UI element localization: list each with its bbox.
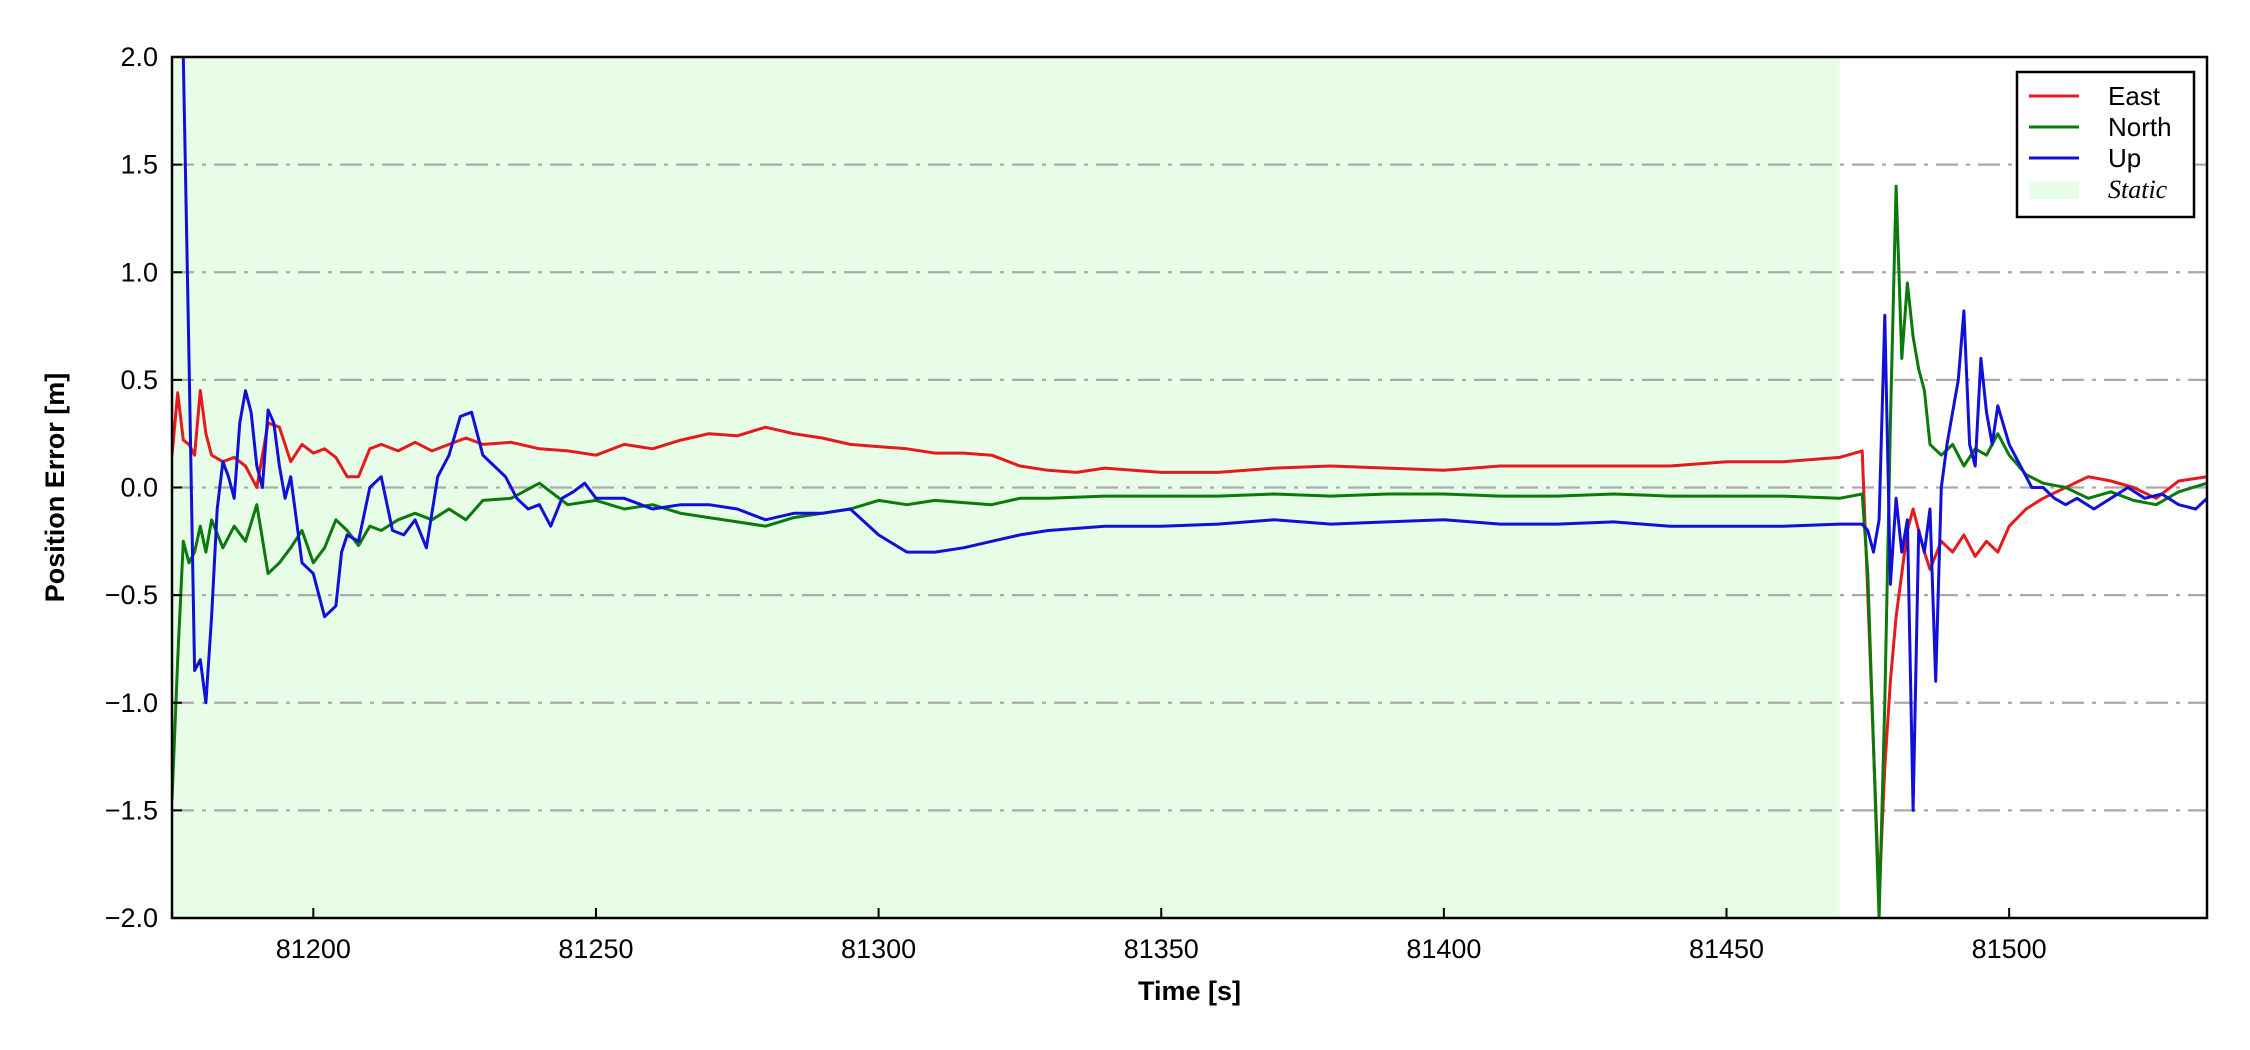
legend-entry-label: North: [2108, 112, 2172, 142]
series-line-up: [181, 57, 2207, 812]
y-tick-label: −0.5: [105, 580, 158, 610]
y-axis-title: Position Error [m]: [40, 373, 70, 603]
series-line-east: [172, 389, 2207, 898]
legend-entry-label: East: [2108, 81, 2161, 111]
x-tick-label: 81350: [1124, 934, 1199, 964]
x-tick-label: 81300: [841, 934, 916, 964]
series-line-north: [172, 184, 2207, 918]
legend-entry-label: Static: [2108, 175, 2168, 204]
y-tick-label: −1.5: [105, 795, 158, 825]
x-tick-label: 81250: [558, 934, 633, 964]
y-tick-label: 2.0: [120, 42, 158, 72]
x-tick-label: 81500: [1972, 934, 2047, 964]
x-tick-label: 81450: [1689, 934, 1764, 964]
y-tick-label: −2.0: [105, 903, 158, 933]
series-layer: [172, 57, 2207, 918]
legend-swatch: [2029, 181, 2079, 199]
x-tick-label: 81200: [276, 934, 351, 964]
x-tick-label: 81400: [1406, 934, 1481, 964]
y-tick-label: 1.0: [120, 257, 158, 287]
y-tick-label: −1.0: [105, 688, 158, 718]
axis-ticks: −2.0 −1.5 −1.0 −0.5 0.0 0.5 1.0 1.5 2.0 81200 8125…: [105, 42, 2047, 964]
x-axis-title: Time [s]: [1138, 976, 1241, 1006]
y-tick-label: 0.5: [120, 365, 158, 395]
y-tick-label: 1.5: [120, 150, 158, 180]
legend-entry-label: Up: [2108, 143, 2141, 173]
y-tick-label: 0.0: [120, 473, 158, 503]
